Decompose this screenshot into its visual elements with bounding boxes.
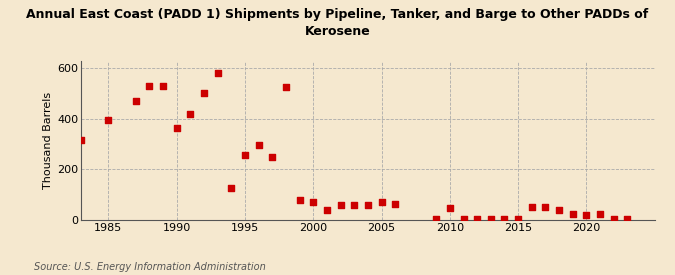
Point [308,200,319,205]
Point [362,203,373,207]
Point [499,217,510,222]
Point [389,201,400,206]
Point [595,211,605,216]
Point [144,84,155,88]
Point [103,118,113,122]
Point [431,217,441,222]
Point [253,143,264,147]
Point [608,216,619,221]
Point [554,208,564,212]
Point [281,85,292,89]
Point [240,153,250,158]
Text: Annual East Coast (PADD 1) Shipments by Pipeline, Tanker, and Barge to Other PAD: Annual East Coast (PADD 1) Shipments by … [26,8,649,38]
Point [526,205,537,210]
Point [513,216,524,221]
Point [226,186,237,191]
Point [294,197,305,202]
Text: Source: U.S. Energy Information Administration: Source: U.S. Energy Information Administ… [34,262,265,272]
Point [185,111,196,116]
Point [130,99,141,103]
Point [267,155,277,159]
Point [171,125,182,130]
Point [540,205,551,210]
Point [198,91,209,96]
Point [335,203,346,207]
Point [157,84,168,88]
Point [581,213,592,217]
Point [212,71,223,75]
Point [568,211,578,216]
Point [472,216,483,221]
Point [622,217,633,222]
Point [485,216,496,221]
Y-axis label: Thousand Barrels: Thousand Barrels [43,92,53,189]
Point [444,206,455,210]
Point [458,217,469,222]
Point [76,138,86,142]
Point [349,203,360,207]
Point [376,200,387,205]
Point [321,208,332,212]
